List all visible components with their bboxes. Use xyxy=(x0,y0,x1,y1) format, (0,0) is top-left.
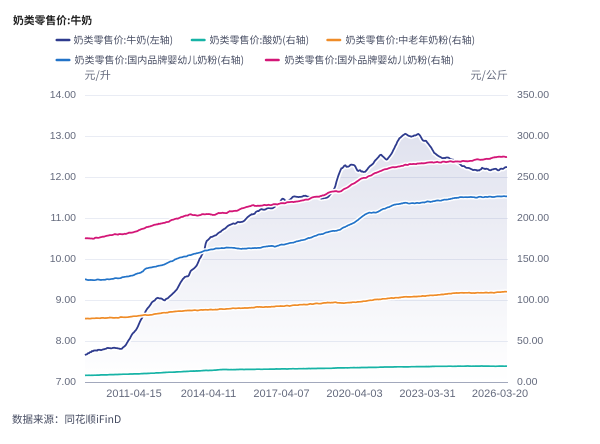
svg-text:200.00: 200.00 xyxy=(517,212,549,224)
svg-text:9.00: 9.00 xyxy=(56,294,77,306)
svg-text:2014-04-11: 2014-04-11 xyxy=(181,388,236,400)
svg-text:300.00: 300.00 xyxy=(517,130,549,142)
svg-text:8.00: 8.00 xyxy=(56,335,77,347)
svg-text:2023-03-31: 2023-03-31 xyxy=(399,388,455,400)
svg-text:100.00: 100.00 xyxy=(517,294,549,306)
svg-text:7.00: 7.00 xyxy=(56,376,77,388)
svg-text:13.00: 13.00 xyxy=(50,130,76,142)
svg-text:12.00: 12.00 xyxy=(50,171,76,183)
svg-text:0.00: 0.00 xyxy=(517,376,538,388)
svg-text:2020-04-03: 2020-04-03 xyxy=(326,388,382,400)
svg-text:14.00: 14.00 xyxy=(50,89,76,101)
svg-text:2011-04-15: 2011-04-15 xyxy=(106,388,161,400)
svg-text:50.00: 50.00 xyxy=(517,335,543,347)
svg-text:2026-03-20: 2026-03-20 xyxy=(472,388,528,400)
svg-text:10.00: 10.00 xyxy=(50,253,76,265)
svg-text:11.00: 11.00 xyxy=(51,212,77,224)
svg-text:150.00: 150.00 xyxy=(517,253,549,265)
svg-text:350.00: 350.00 xyxy=(517,89,549,101)
svg-text:250.00: 250.00 xyxy=(517,171,549,183)
svg-text:2017-04-07: 2017-04-07 xyxy=(253,388,309,400)
